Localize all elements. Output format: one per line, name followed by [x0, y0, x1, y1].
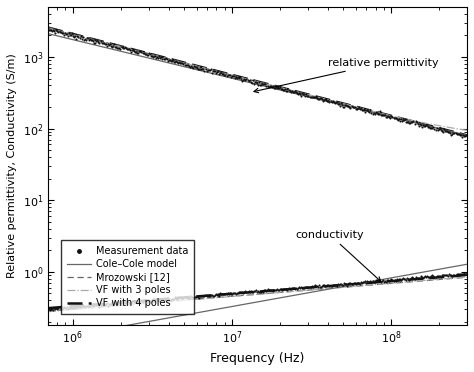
- X-axis label: Frequency (Hz): Frequency (Hz): [210, 352, 305, 365]
- Text: conductivity: conductivity: [295, 230, 381, 282]
- Legend: Measurement data, Cole–Cole model, Mrozowski [12], VF with 3 poles, VF with 4 po: Measurement data, Cole–Cole model, Mrozo…: [61, 240, 194, 314]
- Text: relative permittivity: relative permittivity: [254, 58, 438, 93]
- Y-axis label: Relative permittivity, Conductivity (S/m): Relative permittivity, Conductivity (S/m…: [7, 54, 17, 278]
